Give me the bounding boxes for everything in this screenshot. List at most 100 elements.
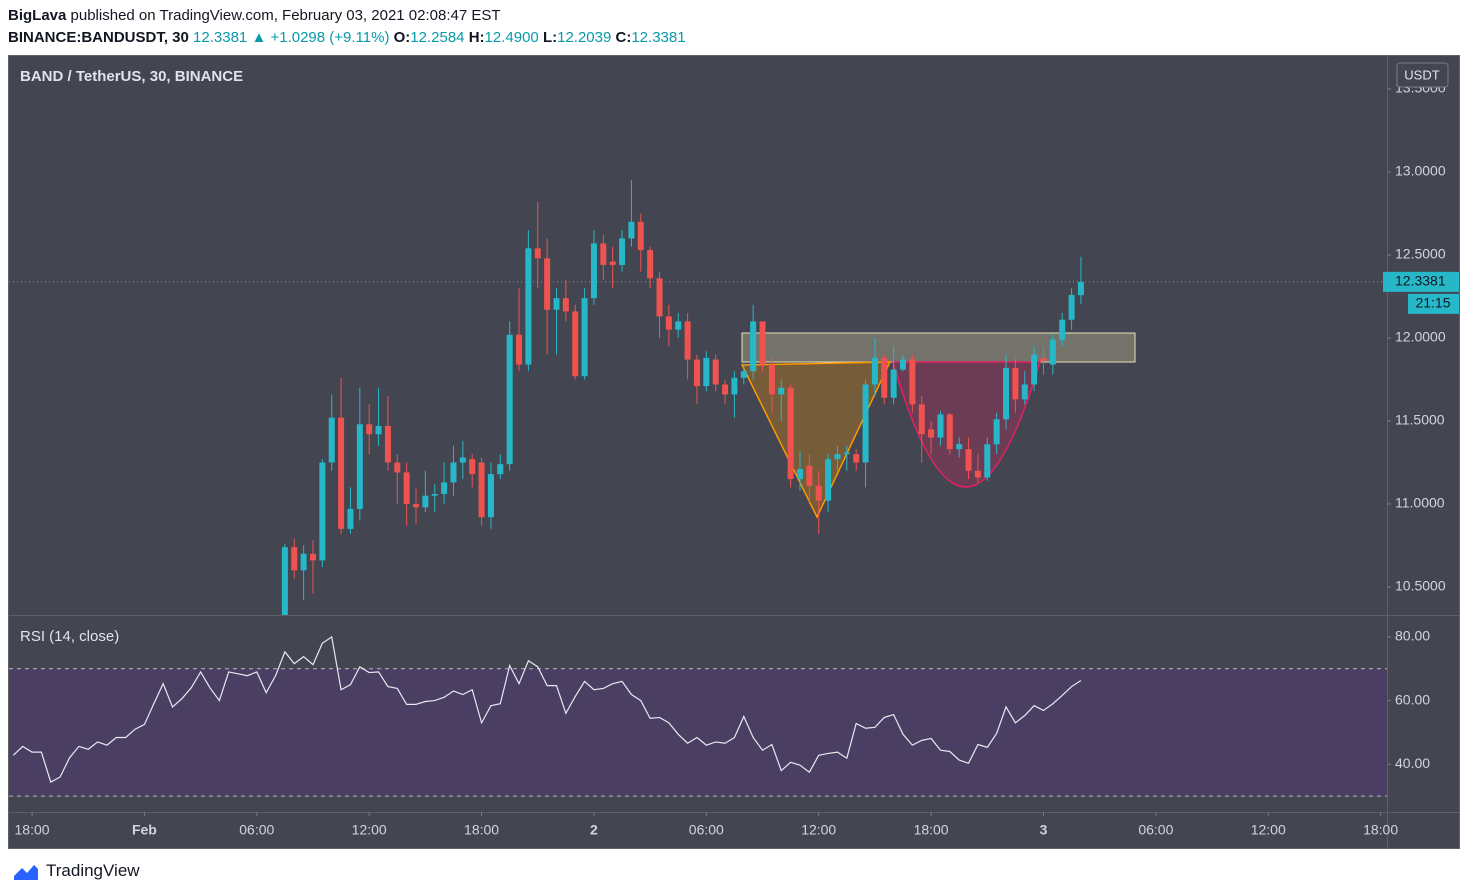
candle-body: [328, 417, 335, 463]
candle-body: [581, 298, 588, 377]
candle-body: [712, 359, 719, 385]
candle-body: [759, 321, 766, 365]
ohlc-label: H:: [468, 29, 485, 46]
y-tick-label: 10.5000: [1395, 578, 1446, 594]
rsi-title: RSI (14, close): [20, 628, 119, 645]
ohlc-value: 12.2039: [557, 29, 612, 46]
candle-body: [853, 454, 860, 463]
candle-body: [974, 470, 981, 478]
last-price-label: 12.3381: [1395, 273, 1446, 289]
last-price-tag: [1383, 271, 1459, 292]
candle-body: [534, 248, 541, 259]
candle-body: [890, 369, 897, 398]
candle-body: [572, 311, 579, 377]
candle-body: [459, 457, 466, 463]
x-tick-label: 06:00: [239, 822, 274, 838]
candle-body: [750, 321, 757, 372]
candle-body: [384, 425, 391, 463]
candle-body: [590, 243, 597, 299]
candle-body: [497, 464, 504, 475]
candle-body: [665, 316, 672, 330]
candle-body: [366, 424, 373, 435]
x-tick-label: 18:00: [464, 822, 499, 838]
x-tick-label: 12:00: [1251, 822, 1286, 838]
ohlc: O:12.2584 H:12.4900 L:12.2039 C:12.3381: [394, 29, 686, 46]
candle-body: [656, 278, 663, 317]
candle-body: [871, 357, 878, 385]
candle-body: [338, 417, 345, 529]
candle-body: [1049, 339, 1056, 365]
candle-body: [796, 469, 803, 480]
candle-body: [937, 414, 944, 438]
candle-body: [946, 414, 953, 450]
candle-body: [487, 474, 494, 518]
resistance-zone: [741, 332, 1136, 363]
candle-body: [600, 243, 607, 265]
brand: TradingView: [46, 861, 140, 880]
x-tick-label: 18:00: [914, 822, 949, 838]
x-tick-label: 18:00: [1363, 822, 1398, 838]
candle-body: [525, 248, 532, 365]
candle-body: [422, 495, 429, 508]
candle-body: [291, 547, 298, 571]
x-tick-label: 12:00: [352, 822, 387, 838]
price: 12.3381: [193, 29, 248, 46]
candle-body: [834, 454, 841, 460]
candle-body: [506, 334, 513, 465]
x-tick-label: 06:00: [689, 822, 724, 838]
y-tick-label: 11.5000: [1395, 412, 1445, 428]
candle-body: [281, 547, 288, 615]
candle-body: [1031, 354, 1038, 385]
candle-body: [544, 258, 551, 310]
currency-label: USDT: [1404, 67, 1439, 82]
ohlc-label: L:: [542, 29, 558, 46]
symbol: BINANCE:BANDUSDT, 30: [8, 29, 189, 46]
currency-box: [1396, 62, 1449, 88]
rsi-band: [9, 668, 1387, 797]
x-tick-label: 2: [590, 822, 598, 838]
head-pattern: [740, 361, 892, 519]
candle-body: [553, 298, 560, 310]
y-tick-label: 13.0000: [1395, 163, 1446, 179]
chart-title: BAND / TetherUS, 30, BINANCE: [20, 68, 243, 85]
candle-body: [928, 429, 935, 438]
candle-body: [731, 377, 738, 395]
candle-body: [300, 553, 307, 571]
candle-body: [637, 221, 644, 251]
published: published on TradingView.com, February 0…: [70, 7, 501, 24]
candle-body: [984, 444, 991, 478]
candle-body: [740, 371, 747, 378]
ohlc-value: 12.4900: [484, 29, 539, 46]
x-tick-label: 06:00: [1138, 822, 1173, 838]
candle-body: [516, 334, 523, 365]
candle-body: [647, 250, 654, 279]
candle-body: [319, 462, 326, 561]
candle-body: [1068, 294, 1075, 320]
candle-body: [684, 321, 691, 360]
candle-body: [356, 424, 363, 509]
header-line: BigLava published on TradingView.com, Fe…: [8, 7, 501, 24]
candle-body: [1021, 384, 1028, 400]
candle-body: [441, 482, 448, 495]
candle-body: [309, 553, 316, 561]
candle-body: [703, 357, 710, 387]
countdown-tag: [1408, 293, 1459, 314]
candle-body: [815, 485, 822, 501]
candle-body: [778, 387, 785, 395]
candle-body: [1059, 319, 1066, 340]
candle-body: [403, 472, 410, 504]
candle-body: [768, 364, 775, 395]
x-tick-label: 12:00: [801, 822, 836, 838]
candle-body: [1077, 281, 1084, 296]
candle-body: [450, 462, 457, 483]
candle-body: [993, 419, 1000, 445]
candle-body: [619, 238, 626, 265]
candle-body: [806, 465, 813, 486]
y-tick-label: 60.00: [1395, 691, 1430, 707]
candle-body: [478, 462, 485, 518]
candle-body: [900, 359, 907, 370]
candle-body: [431, 494, 438, 496]
ohlc-label: O:: [393, 29, 411, 46]
